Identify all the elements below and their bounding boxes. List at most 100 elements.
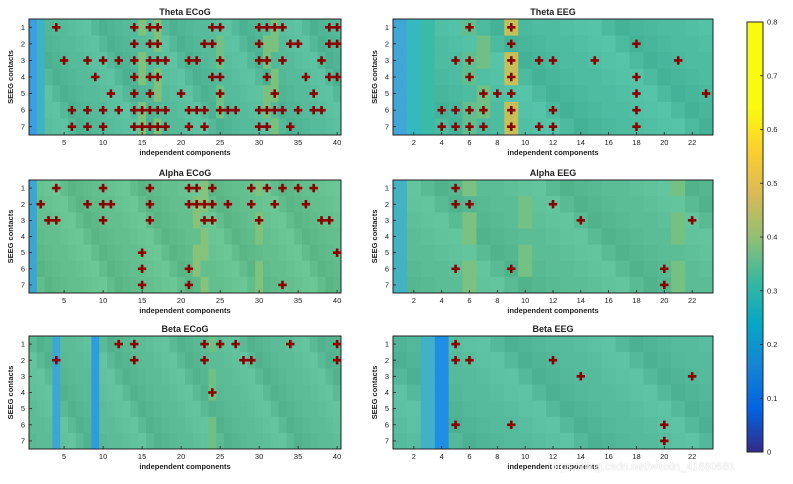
heatmap-cell <box>462 432 477 450</box>
heatmap-cell <box>685 85 700 103</box>
significance-marker <box>231 339 240 349</box>
heatmap-cell <box>587 336 603 353</box>
heatmap-cell <box>114 368 123 385</box>
heatmap-cell <box>490 352 505 369</box>
heatmap-cell <box>532 101 547 119</box>
heatmap-cell <box>699 180 714 197</box>
heatmap-cell <box>185 68 194 86</box>
x-tick-label: 16 <box>604 452 612 461</box>
heatmap-cell <box>200 85 209 103</box>
heatmap-cell <box>518 400 533 418</box>
heatmap-cell <box>294 368 303 385</box>
heatmap-cell <box>278 118 287 136</box>
y-tick-label: 2 <box>21 39 25 48</box>
heatmap-cell <box>44 196 53 213</box>
heatmap-cell <box>573 228 589 245</box>
heatmap-cell <box>532 180 547 197</box>
heatmap-cell <box>192 228 201 245</box>
heatmap-cell <box>161 276 170 294</box>
heatmap-cell <box>462 228 477 245</box>
y-tick-label: 6 <box>21 264 25 273</box>
heatmap-cell <box>83 212 92 229</box>
heatmap-cell <box>302 85 311 103</box>
heatmap-cell <box>270 212 279 229</box>
heatmap-cell <box>99 352 108 369</box>
y-tick-label: 3 <box>21 216 25 225</box>
heatmap-cell <box>685 35 700 53</box>
heatmap-cell <box>685 52 700 70</box>
heatmap-cell <box>286 52 295 70</box>
heatmap-cell <box>161 85 170 103</box>
heatmap-cell <box>657 368 672 385</box>
heatmap-cell <box>68 196 77 213</box>
heatmap-cell <box>587 368 603 385</box>
heatmap-cell <box>573 416 589 434</box>
heatmap-cell <box>29 244 38 262</box>
heatmap-cell <box>138 228 147 245</box>
significance-marker <box>254 39 264 49</box>
heatmap-cell <box>29 384 38 401</box>
heatmap-cell <box>161 260 170 278</box>
heatmap-cell <box>278 196 287 213</box>
heatmap-cell <box>294 85 303 103</box>
heatmap-cell <box>406 336 422 353</box>
heatmap-cell <box>130 260 139 278</box>
heatmap-cell <box>309 400 318 418</box>
heatmap-cell <box>518 196 533 213</box>
y-tick-label: 3 <box>385 372 389 381</box>
heatmap-cell <box>671 432 686 450</box>
significance-marker <box>332 72 342 82</box>
significance-marker <box>137 264 147 273</box>
heatmap-cell <box>91 416 100 434</box>
significance-marker <box>262 72 272 82</box>
heatmap-cell <box>107 68 116 86</box>
significance-marker <box>451 356 460 365</box>
heatmap-cell <box>294 276 303 294</box>
heatmap-cell <box>490 101 505 119</box>
heatmap-cell <box>36 212 45 229</box>
significance-marker <box>576 216 586 225</box>
heatmap-cell <box>52 85 61 103</box>
heatmap-cell <box>169 244 178 262</box>
heatmap-cell <box>420 260 436 278</box>
x-tick-label: 40 <box>333 138 341 147</box>
heatmap-cell <box>192 276 201 294</box>
significance-marker <box>223 200 233 209</box>
significance-marker <box>137 280 147 290</box>
heatmap-cell <box>629 336 644 353</box>
heatmap-cell <box>231 368 240 385</box>
heatmap-cell <box>153 400 162 418</box>
heatmap-cell <box>615 228 630 245</box>
x-tick-label: 4 <box>440 138 444 147</box>
heatmap-cell <box>29 85 38 103</box>
heatmap-cell <box>169 352 178 369</box>
heatmap-cell <box>68 228 77 245</box>
x-axis-label: independent components <box>507 148 598 157</box>
heatmap-cell <box>114 68 123 86</box>
heatmap-cell <box>130 196 139 213</box>
significance-marker <box>479 122 488 131</box>
panel-title: Alpha ECoG <box>159 168 212 178</box>
heatmap-cell <box>294 400 303 418</box>
heatmap-cell <box>192 368 201 385</box>
heatmap-cell <box>60 352 69 369</box>
y-tick-label: 1 <box>21 184 25 193</box>
heatmap-cell <box>309 196 318 213</box>
heatmap-cell <box>36 432 45 450</box>
heatmap-cell <box>629 384 644 401</box>
heatmap-cell <box>685 260 700 278</box>
heatmap-cell <box>601 118 617 136</box>
x-tick-label: 6 <box>467 452 471 461</box>
heatmap-cell <box>615 52 630 70</box>
heatmap-cell <box>270 118 279 136</box>
heatmap-cell <box>333 400 342 418</box>
heatmap-cell <box>29 212 38 229</box>
heatmap-cell <box>601 368 617 385</box>
heatmap-cell <box>615 368 630 385</box>
heatmap-cell <box>559 432 575 450</box>
heatmap-cell <box>490 196 505 213</box>
heatmap-cell <box>699 68 714 86</box>
heatmap-cell <box>216 35 225 53</box>
heatmap-cell <box>239 228 248 245</box>
significance-marker <box>223 105 233 115</box>
